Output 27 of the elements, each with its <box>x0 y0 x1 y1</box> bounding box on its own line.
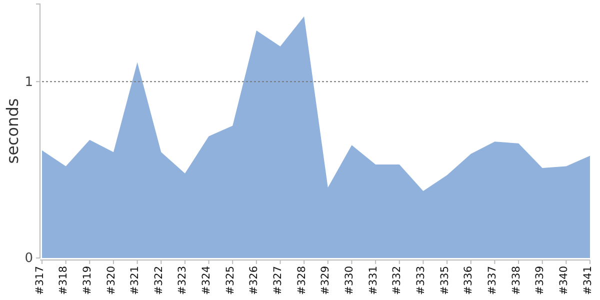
x-tick-label: #327 <box>272 266 284 295</box>
x-tick-label: #328 <box>296 266 308 295</box>
x-tick-label: #331 <box>367 266 380 295</box>
x-tick-label: #321 <box>129 266 142 295</box>
x-tick-label: #320 <box>105 266 118 295</box>
x-tick-label: #324 <box>200 266 213 295</box>
x-tick-label: #332 <box>391 266 404 295</box>
x-tick-label: #335 <box>438 266 451 295</box>
x-tick-label: #318 <box>58 266 70 295</box>
x-tick-label: #333 <box>414 266 427 295</box>
x-tick-label: #329 <box>320 266 332 295</box>
x-tick-label: #330 <box>344 266 356 295</box>
x-tick-label: #317 <box>34 266 46 295</box>
x-tick-label: #319 <box>81 266 94 295</box>
y-tick-label: 1 <box>24 74 33 90</box>
x-tick-label: #341 <box>582 266 594 295</box>
y-axis-title: seconds <box>3 98 22 164</box>
x-tick-label: #326 <box>248 266 260 295</box>
y-tick-label: 0 <box>24 251 33 266</box>
x-tick-label: #322 <box>152 266 165 295</box>
x-tick-label: #340 <box>558 266 570 295</box>
x-tick-label: #336 <box>462 266 475 295</box>
x-tick-label: #337 <box>486 266 498 295</box>
x-tick-label: #339 <box>534 266 546 295</box>
x-tick-label: #323 <box>176 266 189 295</box>
x-tick-label: #338 <box>510 266 522 295</box>
x-tick-label: #325 <box>224 266 236 295</box>
